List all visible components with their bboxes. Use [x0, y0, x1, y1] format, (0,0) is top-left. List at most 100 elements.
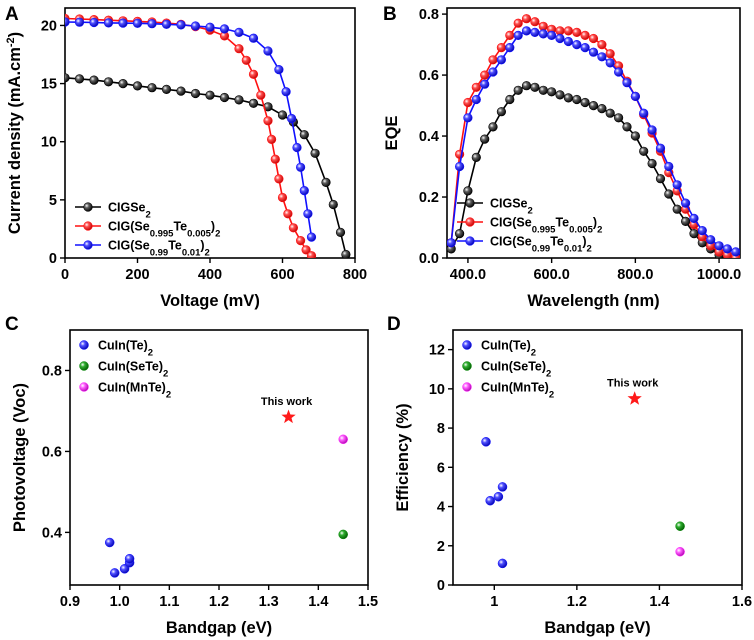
data-point: [301, 245, 311, 255]
y-tick-label: 20: [41, 18, 57, 34]
data-point: [731, 247, 740, 257]
legend-item: CuIn(MnTe)2: [462, 381, 554, 401]
data-point: [471, 94, 481, 105]
data-point: [521, 26, 532, 36]
data-point: [263, 116, 273, 126]
series-area: [447, 14, 740, 258]
data-point-green: [338, 529, 348, 540]
panel-a: A 0 200 400 600 800 0 5 10 15 20 Voltage (mV) Curren…: [5, 4, 367, 310]
data-point: [488, 122, 498, 132]
text-span: 800: [343, 267, 367, 283]
data-point: [89, 75, 99, 85]
text-span: B: [383, 4, 397, 25]
data-point: [706, 235, 716, 245]
data-point: [605, 58, 615, 68]
data-point: [664, 161, 674, 172]
data-point-blue: [109, 568, 120, 578]
data-point: [89, 17, 99, 28]
data-point: [722, 244, 733, 254]
legend-item: CIG(Se0.99Te0.01)2: [75, 239, 210, 258]
y-tick-label: 0.4: [419, 129, 439, 145]
x-tick-label: 1.1: [159, 594, 179, 610]
text-span: 0.005: [569, 224, 593, 235]
text-span: 2: [437, 539, 445, 555]
data-point: [697, 226, 707, 236]
data-point: [530, 27, 540, 38]
data-point: [471, 82, 481, 92]
legend-marker: [79, 340, 89, 350]
text-span: CIGSe: [108, 201, 146, 215]
text-span: 6: [437, 460, 445, 476]
y-tick-label: 10: [429, 382, 445, 398]
x-tick-label: 1.3: [259, 594, 279, 610]
text-span: ): [593, 216, 597, 230]
text-span: C: [5, 314, 19, 335]
panel-label: A: [5, 4, 19, 25]
text-span: Wavelength (nm): [527, 292, 659, 310]
legend-item: CuIn(Te)2: [462, 339, 536, 359]
y-axis-title: Current density (mA.cm-2): [5, 32, 24, 234]
text-span: 1.5: [358, 594, 378, 610]
series-line-blue: [65, 21, 313, 238]
data-point: [310, 148, 320, 158]
y-tick-label: 4: [437, 500, 445, 516]
legend-label: CuIn(Te)2: [481, 339, 536, 359]
x-tick-label: 1.6: [732, 594, 752, 610]
text-span: 1.4: [649, 594, 669, 610]
legend-marker: [79, 361, 89, 371]
text-span: 0: [49, 251, 57, 267]
data-point: [103, 77, 114, 87]
data-point-blue: [481, 437, 491, 447]
text-span: 4: [437, 500, 445, 516]
x-tick-label: 1.0: [110, 594, 130, 610]
data-point: [622, 122, 632, 132]
data-point: [256, 90, 266, 100]
data-point: [572, 27, 582, 38]
legend-label: CuIn(MnTe)2: [481, 381, 554, 401]
data-point: [572, 94, 582, 105]
text-span: 2: [546, 368, 551, 379]
x-tick-label: 1.4: [649, 594, 669, 610]
legend-label: CIGSe2: [490, 197, 533, 217]
legend-item: CIG(Se0.995Te0.005)2: [457, 216, 602, 235]
data-point: [277, 192, 288, 203]
legend-marker: [83, 240, 93, 250]
data-point: [176, 20, 186, 30]
data-point: [689, 213, 699, 223]
data-point: [74, 17, 85, 27]
legend-label: CIGSe2: [108, 201, 151, 221]
data-point: [176, 86, 186, 96]
legend-marker: [83, 221, 93, 231]
data-point: [103, 18, 114, 28]
this-work-star: [281, 409, 296, 424]
data-point: [647, 158, 657, 169]
data-point: [306, 232, 317, 242]
data-point: [299, 130, 309, 140]
data-point-blue: [497, 558, 508, 569]
data-point: [283, 209, 293, 219]
y-tick-label: 0.6: [419, 68, 439, 84]
data-point: [505, 42, 515, 53]
text-span: A: [5, 4, 19, 25]
y-tick-label: 0.6: [42, 444, 62, 460]
text-span: 0: [437, 578, 445, 594]
data-point: [580, 42, 590, 53]
text-span: 0.005: [187, 228, 211, 239]
data-point: [274, 174, 284, 184]
text-span: 600: [270, 267, 294, 283]
text-span: 0: [61, 267, 69, 283]
data-point: [65, 17, 70, 27]
x-tick-label: 400: [198, 267, 222, 283]
x-tick-label: 1.2: [209, 594, 229, 610]
data-point: [588, 33, 599, 44]
text-span: 20: [41, 18, 57, 34]
data-point: [321, 177, 331, 187]
data-point: [147, 83, 157, 93]
legend-item: CIG(Se0.995Te0.005)2: [75, 220, 220, 239]
text-span: 1.3: [259, 594, 279, 610]
text-span: EQE: [383, 116, 401, 151]
data-point: [161, 84, 172, 94]
text-span: CuIn(Te): [481, 339, 531, 353]
text-span: ): [211, 220, 215, 234]
